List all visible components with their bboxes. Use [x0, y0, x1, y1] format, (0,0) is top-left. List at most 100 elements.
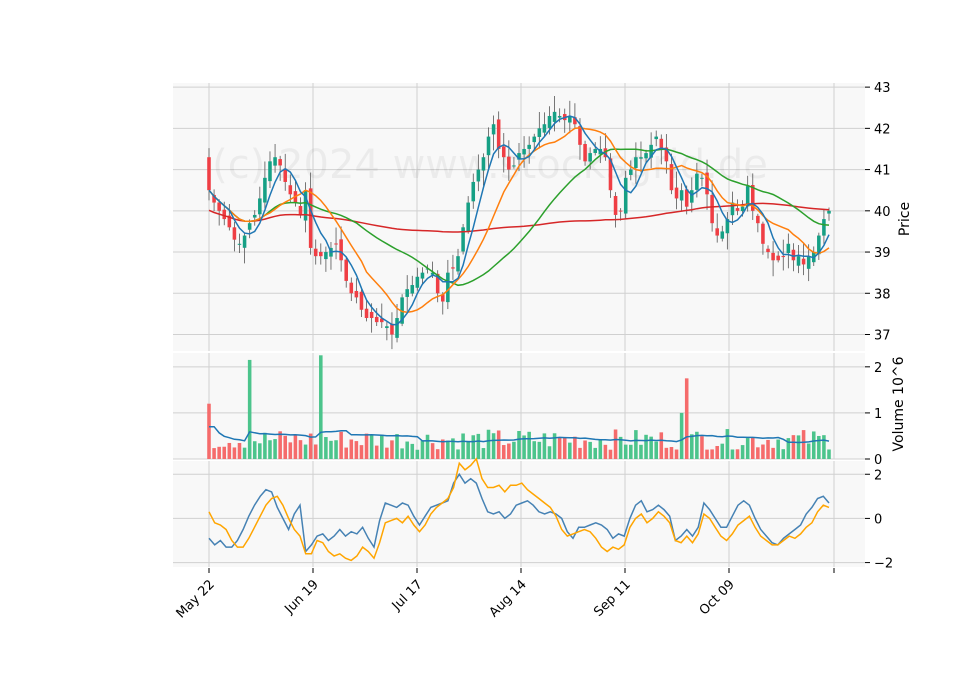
- osc_2-line: [208, 457, 830, 562]
- volume-bar: [740, 445, 745, 459]
- candle-body: [303, 190, 308, 221]
- candle-body: [476, 169, 481, 182]
- volume-bar: [634, 430, 638, 459]
- volume-bar: [684, 378, 689, 459]
- volume-bar: [273, 439, 277, 459]
- candle-body: [324, 252, 328, 260]
- volume-average-line: [209, 425, 830, 444]
- volume-bar: [486, 429, 491, 459]
- volume-bar: [461, 433, 465, 459]
- candle-body: [827, 210, 831, 214]
- volume-bar: [242, 447, 247, 459]
- candle-body: [390, 323, 394, 335]
- candle-body: [217, 202, 221, 211]
- volume-bar: [232, 447, 237, 459]
- volume-bar: [552, 433, 557, 459]
- volume-bar: [720, 443, 725, 459]
- candle-body: [446, 272, 450, 303]
- volume-bar: [339, 431, 343, 459]
- x-tick-label: May 22: [174, 577, 218, 621]
- candle-body: [222, 209, 227, 220]
- candle-body: [288, 185, 293, 195]
- volume-bar: [456, 449, 460, 459]
- candle-body: [552, 111, 557, 122]
- candle-body: [313, 248, 318, 257]
- candle-body: [801, 258, 806, 265]
- x-tick-label: Jun 19: [282, 577, 322, 617]
- volume-bar: [730, 449, 735, 459]
- volume-bar: [786, 438, 791, 459]
- candle-body: [806, 256, 811, 269]
- candle-body: [212, 194, 216, 203]
- volume-bar: [471, 435, 476, 459]
- y-tick-label: 43: [874, 81, 891, 96]
- candle-body: [349, 282, 354, 294]
- volume-bar: [542, 433, 547, 459]
- candle-body: [669, 164, 674, 191]
- candle-body: [486, 136, 491, 156]
- volume-bar: [400, 448, 404, 459]
- y-tick-label: 37: [874, 329, 891, 344]
- volume-bar: [451, 438, 455, 459]
- candle-body: [695, 173, 699, 190]
- candle-body: [776, 255, 780, 261]
- candle-body: [359, 291, 364, 310]
- candle-body: [374, 316, 379, 323]
- candle-body: [786, 243, 791, 254]
- volume-bar: [313, 444, 318, 459]
- candle-body: [710, 194, 714, 224]
- volume-bar: [237, 442, 242, 459]
- candle-body: [781, 256, 786, 258]
- candle-body: [385, 326, 389, 329]
- candle-body: [583, 143, 587, 162]
- candle-body: [771, 252, 775, 261]
- candle-body: [654, 136, 658, 140]
- volume-bar: [263, 432, 267, 459]
- candle-body: [273, 157, 277, 166]
- candle-body: [730, 202, 735, 216]
- volume-bar: [654, 441, 658, 459]
- candle-body: [415, 276, 420, 288]
- volume-bar: [288, 442, 293, 459]
- candle-body: [263, 177, 267, 203]
- volume-bar: [761, 444, 765, 459]
- volume-bar: [298, 440, 303, 459]
- candle-body: [380, 318, 384, 323]
- candle-body: [268, 161, 272, 182]
- volume-bar: [679, 412, 684, 459]
- volume-bar: [801, 430, 806, 459]
- volume-bar: [690, 434, 694, 459]
- volume-bar: [639, 444, 643, 459]
- volume-bar: [268, 440, 272, 459]
- candle-body: [471, 181, 476, 202]
- volume-bar: [512, 441, 516, 459]
- price-panel-background: [173, 83, 865, 351]
- volume-bar: [283, 435, 288, 459]
- candle-body: [817, 235, 821, 255]
- y-tick-label: −2: [874, 557, 893, 572]
- volume-bar: [750, 437, 755, 459]
- candle-body: [740, 206, 745, 212]
- candle-body: [258, 198, 262, 215]
- osc_1-line: [208, 472, 830, 554]
- candle-body: [491, 124, 496, 135]
- candle-body: [542, 124, 547, 133]
- volume-bar: [252, 441, 257, 459]
- candle-body: [507, 156, 511, 170]
- oscillator-lines: [208, 457, 830, 562]
- volume-bar: [308, 433, 313, 459]
- volume-bar: [822, 435, 826, 459]
- candle-body: [344, 259, 348, 281]
- volume-bar: [806, 443, 811, 459]
- candle-body: [440, 294, 445, 302]
- volume-bar: [817, 435, 821, 459]
- x-tick-label: Jul 17: [389, 577, 426, 614]
- volume-bars: [207, 355, 831, 459]
- candle-body: [461, 227, 465, 252]
- moving-average-lines: [208, 115, 830, 326]
- volume-bar: [573, 436, 577, 459]
- volume-bar: [446, 440, 450, 459]
- candle-body: [435, 273, 440, 294]
- volume-bar: [613, 429, 618, 459]
- candle-body: [578, 126, 582, 145]
